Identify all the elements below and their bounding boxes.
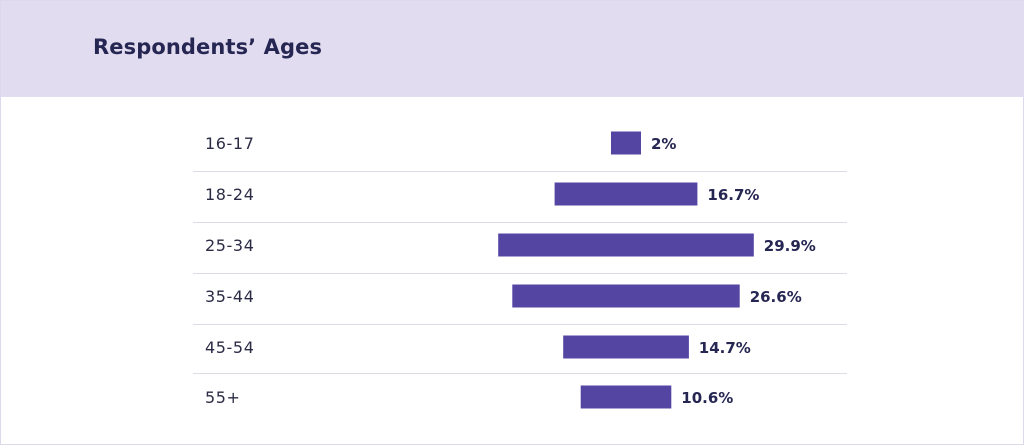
category-label: 16-17 — [205, 134, 255, 153]
bar-25-34 — [498, 233, 754, 257]
category-label: 18-24 — [205, 185, 255, 204]
value-label: 10.6% — [681, 389, 733, 407]
category-label: 55+ — [205, 388, 241, 407]
value-label: 16.7% — [707, 186, 759, 204]
bar-45-54 — [563, 335, 689, 359]
value-label: 26.6% — [750, 288, 802, 306]
chart-rows: 16-17 2% 18-24 16.7% 25-34 29.9% 35-44 26.6% 45-… — [193, 131, 847, 409]
chart-header: Respondents’ Ages — [1, 1, 1024, 97]
chart-title: Respondents’ Ages — [93, 35, 323, 59]
bar-18-24 — [554, 182, 698, 206]
value-label: 2% — [651, 135, 676, 153]
bar-55+ — [580, 385, 672, 409]
category-label: 25-34 — [205, 236, 255, 255]
bar-16-17 — [611, 131, 641, 155]
category-label: 45-54 — [205, 338, 255, 357]
value-label: 29.9% — [764, 237, 816, 255]
bar-35-44 — [512, 284, 740, 308]
value-label: 14.7% — [699, 339, 751, 357]
category-label: 35-44 — [205, 287, 255, 306]
